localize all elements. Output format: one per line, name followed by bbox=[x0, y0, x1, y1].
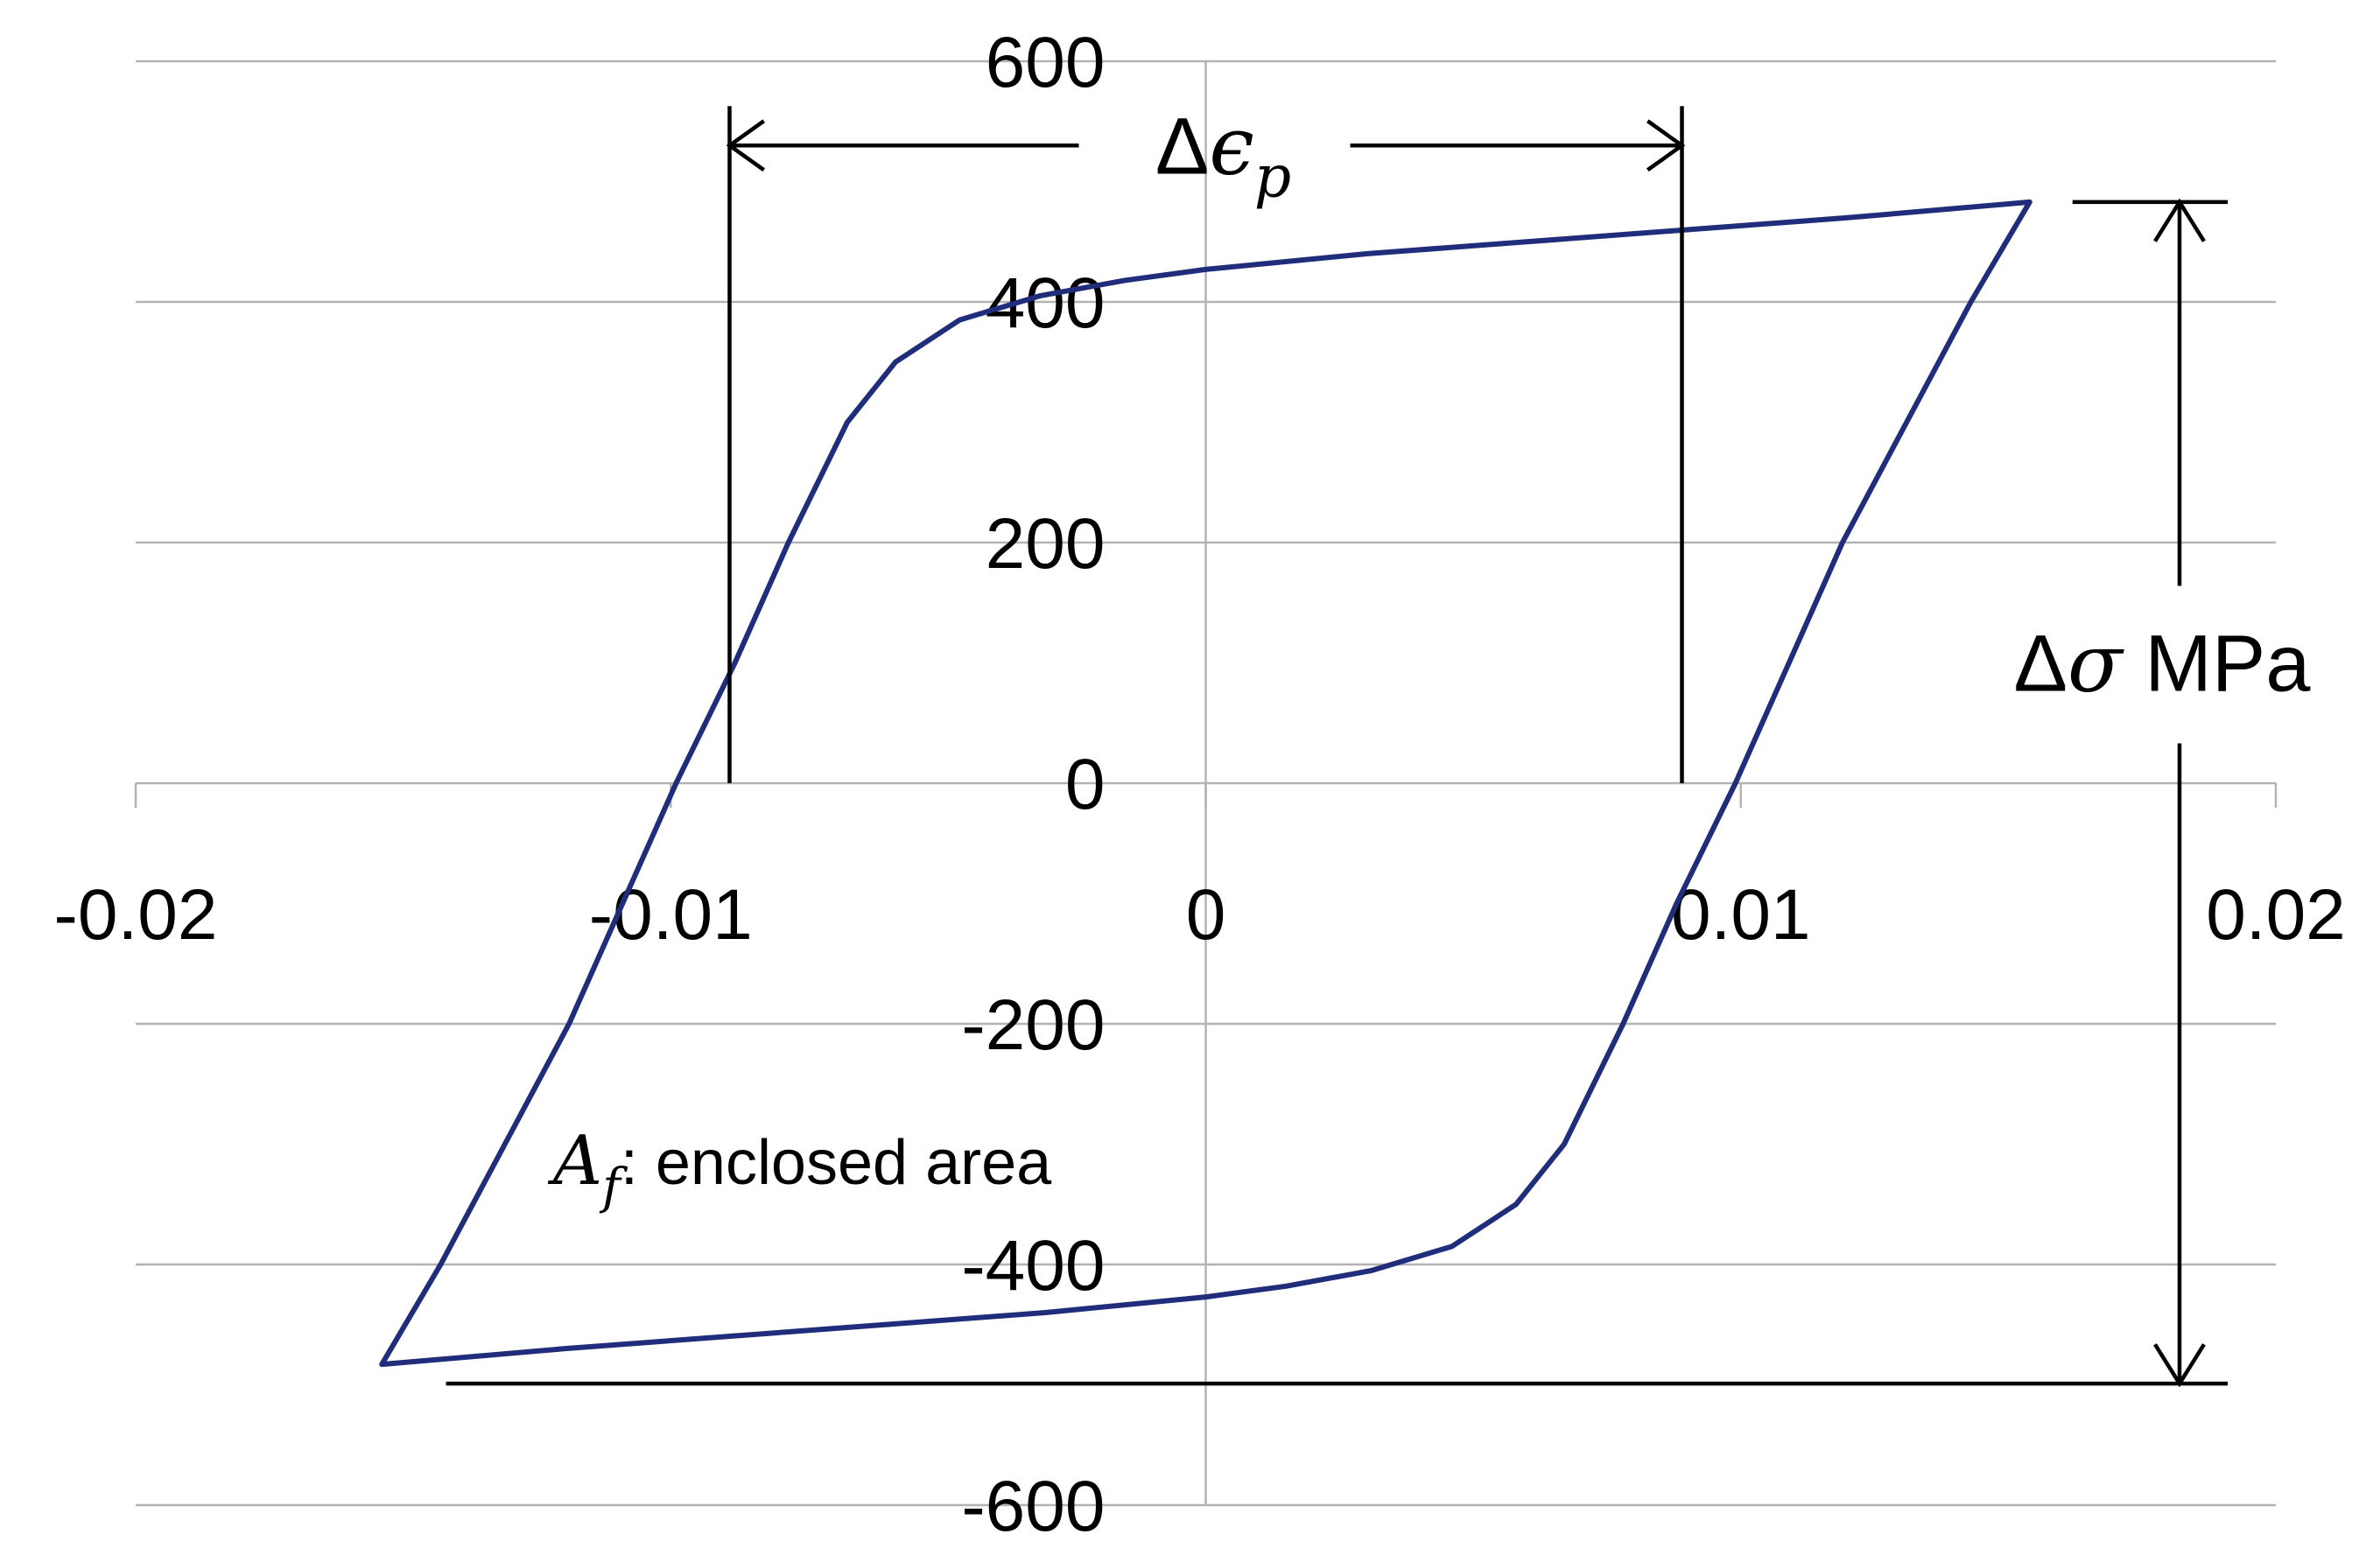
x-tick-label: -0.02 bbox=[54, 875, 218, 955]
x-tick-label: 0 bbox=[1186, 875, 1226, 955]
y-tick-label: 200 bbox=[986, 504, 1106, 584]
sigma-arrowhead-up bbox=[2153, 198, 2206, 242]
x-tick-labels: -0.02 -0.01 0 0.01 0.02 bbox=[54, 875, 2346, 955]
delta-sigma-label: Δσ MPa bbox=[2013, 617, 2311, 711]
x-tick-label: 0.02 bbox=[2206, 875, 2346, 955]
sigma-arrowhead-down bbox=[2153, 1343, 2206, 1388]
y-tick-label: 0 bbox=[1065, 745, 1106, 824]
x-tick-label: 0.01 bbox=[1671, 875, 1811, 955]
eps-delta-symbol: Δ bbox=[1155, 102, 1209, 191]
area-text: : enclosed area bbox=[621, 1128, 1052, 1198]
axes bbox=[134, 61, 2278, 1505]
eps-symbol: ϵ bbox=[1209, 99, 1254, 193]
sigma-delta-symbol: Δ bbox=[2013, 620, 2067, 709]
delta-sigma-annotation: Δσ MPa bbox=[446, 198, 2311, 1388]
hysteresis-loop-line bbox=[379, 199, 2032, 1368]
y-tick-labels: -600 -400 -200 0 200 400 600 bbox=[961, 23, 1105, 1546]
x-tick-label: -0.01 bbox=[589, 875, 753, 955]
eps-subscript: p bbox=[1254, 143, 1291, 210]
series-layer bbox=[379, 199, 2032, 1368]
y-tick-label: 600 bbox=[986, 23, 1106, 102]
eps-arrowhead-right bbox=[1646, 119, 1686, 172]
area-symbol: A bbox=[548, 1122, 602, 1201]
y-tick-label: -600 bbox=[961, 1467, 1105, 1546]
delta-eps-p-annotation: Δϵp bbox=[726, 99, 1686, 783]
y-tick-label: -200 bbox=[961, 985, 1105, 1065]
y-tick-label: 400 bbox=[986, 263, 1106, 343]
y-tick-label: -400 bbox=[961, 1226, 1105, 1306]
sigma-symbol: σ bbox=[2068, 617, 2124, 711]
eps-arrowhead-left bbox=[726, 119, 765, 172]
enclosed-area-label: Af: enclosed area bbox=[548, 1122, 1052, 1215]
sigma-unit: MPa bbox=[2123, 620, 2312, 709]
delta-eps-p-label: Δϵp bbox=[1155, 99, 1291, 210]
